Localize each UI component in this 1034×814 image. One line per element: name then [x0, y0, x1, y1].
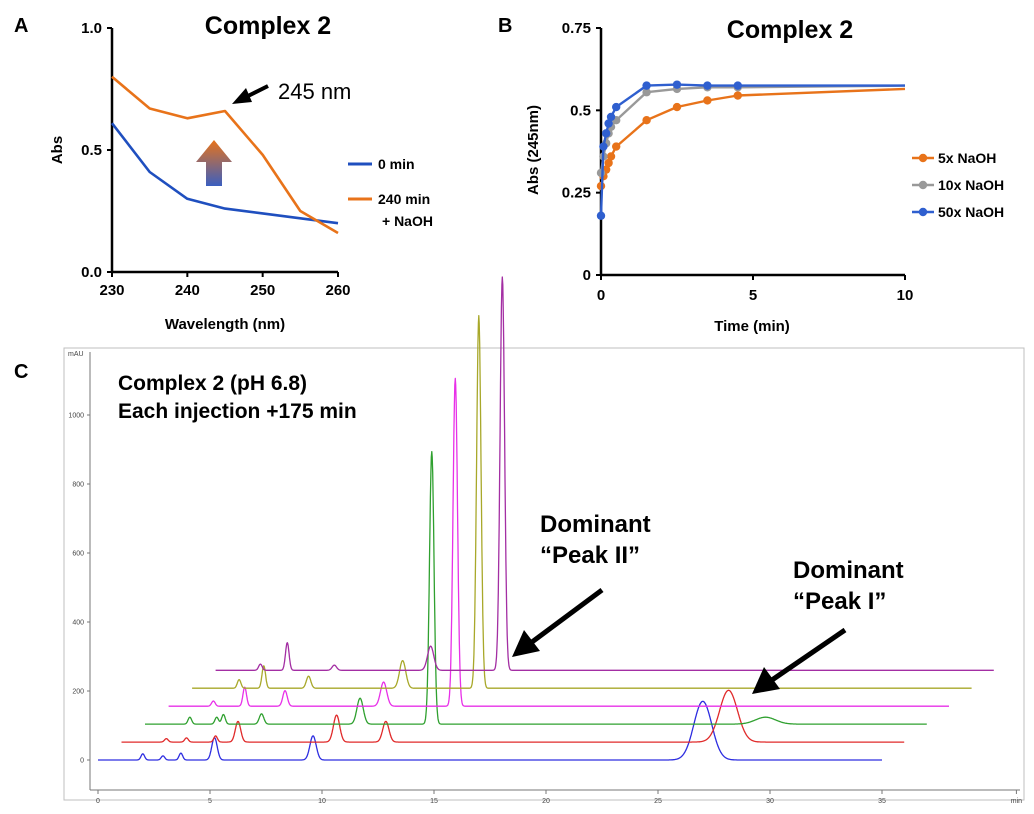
panel-b-point-0: [612, 142, 621, 151]
panel-c-ytick-label: 0: [80, 758, 84, 765]
panel-c-letter: C: [14, 361, 28, 383]
panel-b-chart: Complex 2 0 0.25 0.5 0.75 0 5 10 Time (min) A…: [525, 16, 1004, 335]
panel-b-ytick-label: 0.75: [562, 20, 591, 37]
panel-a-title: Complex 2: [205, 12, 331, 40]
panel-c-peak2-arrowhead: [512, 630, 540, 657]
panel-b-point-2: [601, 129, 611, 138]
panel-b-xtick-label: 0: [597, 287, 605, 304]
panel-c-peak2-arrow-shaft: [530, 587, 604, 645]
panel-a-legend-label-240min: 240 min: [378, 191, 430, 207]
panel-b-letter: B: [498, 15, 512, 37]
panel-a-annotation-arrowhead: [232, 88, 252, 104]
panel-c-trace-6: [215, 276, 994, 671]
panel-a-series-line-1: [111, 75, 339, 235]
panel-c-trace-1: [97, 700, 883, 761]
panel-c-peak1-label-line2: “Peak I”: [793, 588, 886, 615]
panel-c-ytick-label: 600: [72, 551, 84, 558]
panel-b-ytick-label: 0: [583, 267, 591, 284]
panel-b-series-line-2: [599, 83, 905, 216]
panel-a-increase-arrow-icon: [196, 140, 232, 186]
panel-a-chart: Complex 2 0.0 0.5 1.0 230 240 250 260 Wavelen…: [49, 12, 433, 333]
panel-a-xtick-label: 250: [250, 282, 275, 299]
panel-b-point-0: [606, 152, 616, 161]
panel-c-ytick-label: 1000: [68, 413, 84, 420]
panel-a-legend-label-naoh: + NaOH: [382, 213, 433, 229]
panel-b-point-0: [604, 158, 613, 168]
panel-b-point-2: [604, 119, 613, 128]
panel-c-ytick-label: 200: [72, 689, 84, 696]
panel-b-ytick-label: 0.25: [562, 185, 591, 202]
panel-b-legend-label: 10x NaOH: [938, 177, 1004, 193]
panel-b-point-0: [672, 102, 682, 112]
panel-b-legend-label: 5x NaOH: [938, 150, 996, 166]
panel-b-series-line-0: [599, 87, 906, 187]
panel-c-frame: [63, 347, 1025, 801]
panel-b-point-2: [599, 142, 608, 151]
panel-b-title: Complex 2: [727, 16, 853, 44]
panel-c-xtick-label: 30: [766, 798, 774, 805]
panel-b-point-2: [642, 81, 651, 90]
panel-b-ylabel: Abs (245nm): [525, 105, 542, 195]
panel-b-point-2: [703, 81, 712, 90]
panel-b-xtick-label: 5: [749, 287, 757, 304]
panel-a-xtick-label: 230: [99, 282, 124, 299]
panel-a-xtick-label: 240: [175, 282, 200, 299]
panel-b-legend-marker: [918, 153, 928, 163]
panel-a-letter: A: [14, 15, 28, 37]
panel-a-xlabel: Wavelength (nm): [165, 316, 285, 333]
panel-c-trace-2: [121, 689, 905, 743]
panel-c-peak1-arrowhead: [752, 667, 780, 694]
panel-c-ytick-label: 400: [72, 620, 84, 627]
panel-b-legend-marker: [918, 207, 928, 217]
panel-b-xlabel: Time (min): [714, 318, 790, 335]
panel-c-peak2-label-line1: Dominant: [540, 511, 651, 538]
panel-b-point-2: [596, 211, 606, 220]
panel-b-point-1: [596, 168, 606, 178]
panel-b-ytick-label: 0.5: [570, 102, 591, 119]
panel-a-ytick-label: 1.0: [81, 20, 102, 37]
panel-b-xtick-label: 10: [897, 287, 914, 304]
panel-b-point-0: [733, 91, 742, 100]
panel-c-xtick-label: 10: [318, 798, 326, 805]
panel-c-xtick-label: 0: [96, 798, 100, 805]
panel-c-peak2-label-line2: “Peak II”: [540, 542, 640, 569]
panel-b-point-0: [642, 116, 651, 125]
panel-a-xtick-label: 260: [325, 282, 350, 299]
panel-c-peak1-label-line1: Dominant: [793, 557, 904, 584]
panel-b-point-2: [733, 81, 742, 90]
panel-c-trace-4: [168, 377, 950, 707]
panel-a-annotation-label: 245 nm: [278, 79, 351, 104]
panel-c-title-line1: Complex 2 (pH 6.8): [118, 372, 307, 395]
panel-c-title-line2: Each injection +175 min: [118, 400, 357, 423]
panel-b-point-1: [642, 88, 651, 97]
panel-b-series-line-1: [599, 84, 906, 174]
panel-c-xtick-label: 20: [542, 798, 550, 805]
panel-b-legend-marker: [918, 180, 928, 190]
panel-a-ytick-label: 0.5: [81, 142, 102, 159]
panel-a-ylabel: Abs: [49, 136, 66, 164]
panel-c-ytick-label: 800: [72, 482, 84, 489]
panel-b-point-2: [606, 112, 616, 122]
panel-c-xtick-label: 35: [878, 798, 886, 805]
panel-a-legend: 0 min 240 min + NaOH: [348, 156, 433, 229]
panel-c-xtick-label: 15: [430, 798, 438, 805]
panel-a-series-line-0: [110, 122, 339, 225]
panel-b-legend: 5x NaOH 10x NaOH 50x NaOH: [912, 150, 1004, 220]
panel-c-yunit: mAU: [68, 351, 84, 358]
panel-c-peak1-arrow-shaft: [770, 627, 847, 683]
panel-b-legend-label: 50x NaOH: [938, 204, 1004, 220]
panel-c-xtick-label: 5: [208, 798, 212, 805]
panel-b-point-2: [672, 80, 682, 89]
panel-c-trace-5: [191, 314, 972, 689]
panel-c-trace-3: [144, 450, 928, 725]
panel-b-point-0: [703, 96, 712, 105]
panel-a-legend-label-0min: 0 min: [378, 156, 415, 172]
panel-c-xtick-label: min: [1011, 798, 1022, 805]
panel-b-point-2: [612, 102, 621, 112]
panel-a-ytick-label: 0.0: [81, 264, 102, 281]
panel-c-xtick-label: 25: [654, 798, 662, 805]
